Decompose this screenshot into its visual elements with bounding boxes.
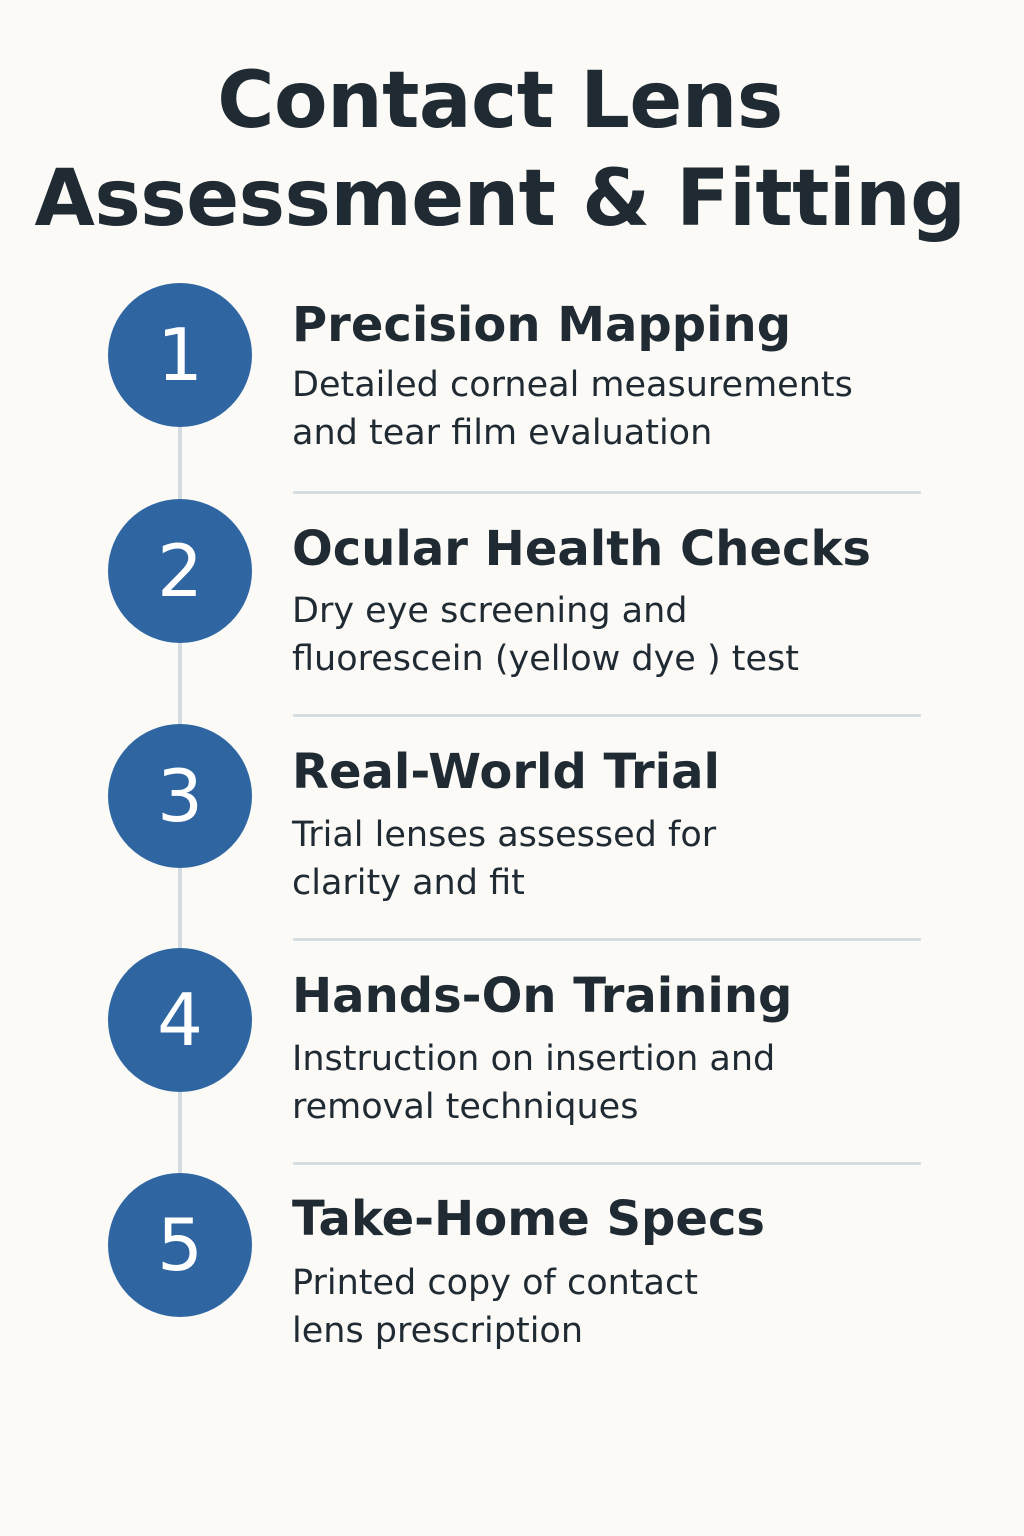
step-real-world-trial: 3 Real-World Trial Trial lenses assessed… — [0, 724, 1024, 924]
step-divider — [293, 714, 921, 717]
step-description: Dry eye screening and fluorescein (yello… — [292, 587, 932, 683]
step-title: Ocular Health Checks — [292, 521, 871, 577]
step-number-badge: 4 — [108, 948, 252, 1092]
step-description-line: Detailed corneal measurements — [292, 365, 853, 405]
step-number-badge: 5 — [108, 1173, 252, 1317]
step-description-line: Dry eye screening and — [292, 591, 688, 631]
step-divider — [293, 491, 921, 494]
step-description: Trial lenses assessed for clarity and fi… — [292, 811, 932, 907]
step-number-badge: 3 — [108, 724, 252, 868]
step-description-line: fluorescein (yellow dye ) test — [292, 639, 799, 679]
step-title: Real-World Trial — [292, 744, 720, 800]
step-description-line: lens prescription — [292, 1311, 584, 1351]
step-ocular-health-checks: 2 Ocular Health Checks Dry eye screening… — [0, 499, 1024, 699]
step-precision-mapping: 1 Precision Mapping Detailed corneal mea… — [0, 283, 1024, 483]
step-number-badge: 1 — [108, 283, 252, 427]
step-description: Detailed corneal measurements and tear f… — [292, 361, 932, 457]
step-title: Hands-On Training — [292, 968, 793, 1024]
page-title: Contact Lens Assessment & Fitting — [0, 52, 1000, 248]
step-description: Printed copy of contact lens prescriptio… — [292, 1259, 932, 1355]
step-hands-on-training: 4 Hands-On Training Instruction on inser… — [0, 948, 1024, 1148]
step-description-line: Instruction on insertion and — [292, 1039, 776, 1079]
step-divider — [293, 1162, 921, 1165]
step-description-line: clarity and fit — [292, 863, 525, 903]
step-description: Instruction on insertion and removal tec… — [292, 1035, 932, 1131]
step-description-line: Trial lenses assessed for — [292, 815, 717, 855]
step-number-badge: 2 — [108, 499, 252, 643]
step-title: Take-Home Specs — [292, 1191, 765, 1247]
page-title-line-2: Assessment & Fitting — [34, 154, 967, 244]
step-divider — [293, 938, 921, 941]
step-take-home-specs: 5 Take-Home Specs Printed copy of contac… — [0, 1173, 1024, 1373]
page-title-line-1: Contact Lens — [217, 56, 783, 146]
step-description-line: Printed copy of contact — [292, 1263, 698, 1303]
step-description-line: and tear film evaluation — [292, 413, 713, 453]
step-description-line: removal techniques — [292, 1087, 639, 1127]
step-title: Precision Mapping — [292, 297, 792, 353]
